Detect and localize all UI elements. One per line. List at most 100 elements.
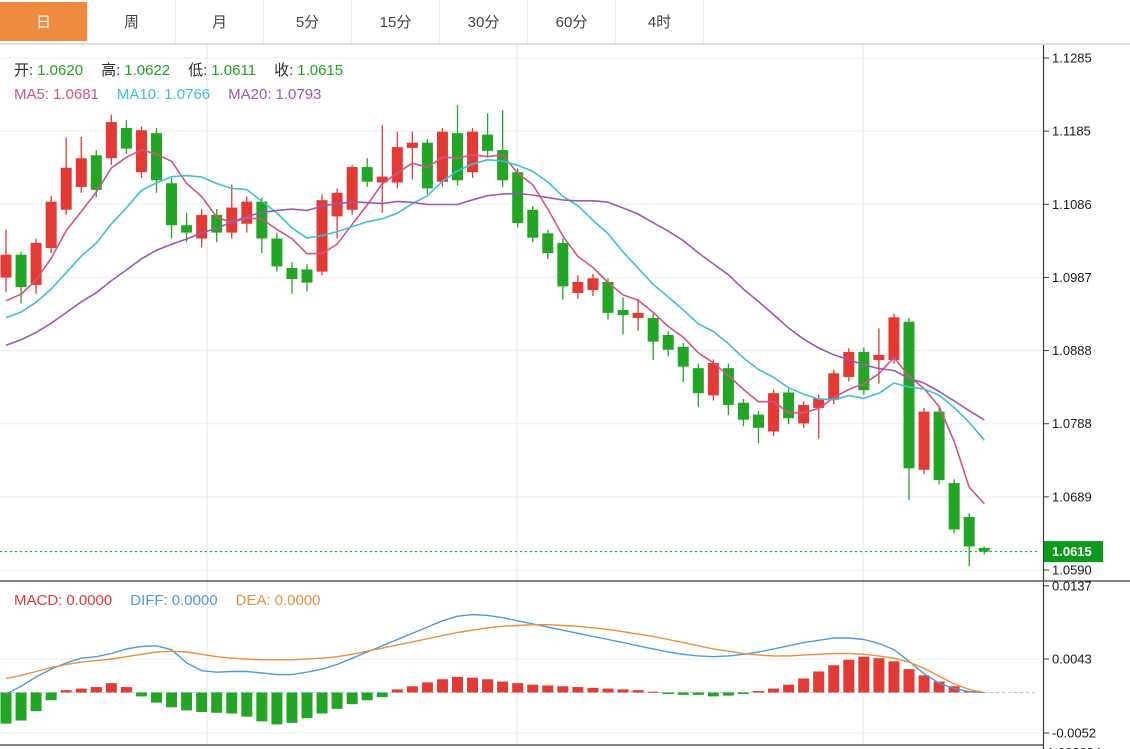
- macd-bar: [376, 692, 388, 698]
- macd-bar: [948, 686, 960, 693]
- macd-legend: MACD: 0.0000 DIFF: 0.0000 DEA: 0.0000: [14, 592, 339, 609]
- candle: [542, 233, 554, 254]
- candle: [873, 354, 885, 361]
- price-axis-label: 1.0788: [1052, 416, 1092, 431]
- macd-bar: [0, 692, 12, 724]
- macd-bar: [15, 692, 27, 721]
- candle: [978, 547, 990, 552]
- candle: [497, 150, 509, 181]
- macd-bar: [406, 686, 418, 693]
- price-axis-label: 1.1086: [1052, 197, 1092, 212]
- legend-item: MA5: 1.0681: [14, 86, 99, 103]
- macd-bar: [918, 675, 930, 693]
- macd-bar: [602, 688, 614, 693]
- candle: [963, 516, 975, 547]
- tab-period-0[interactable]: 日: [0, 0, 88, 43]
- legend-item: MA20: 1.0793: [228, 86, 322, 103]
- candle: [452, 133, 463, 181]
- legend-item: DIFF: 0.0000: [130, 592, 218, 609]
- tab-period-7[interactable]: 4时: [616, 0, 704, 43]
- macd-bar: [421, 682, 433, 693]
- candle: [0, 254, 12, 278]
- legend-item: 收: 1.0615: [274, 62, 344, 79]
- candle: [196, 214, 208, 239]
- candle: [45, 201, 57, 249]
- macd-bar: [828, 665, 840, 693]
- candle: [271, 238, 283, 267]
- candle: [346, 167, 358, 210]
- macd-bar: [768, 688, 780, 693]
- macd-bar: [346, 692, 358, 705]
- period-tab-bar: 日周月 5分 15分 30分 60分 4时: [0, 0, 1130, 44]
- candle: [527, 209, 539, 238]
- candle: [135, 130, 147, 173]
- tab-period-1[interactable]: 周: [88, 0, 176, 43]
- tab-period-4[interactable]: 15分: [352, 0, 440, 43]
- macd-bar: [798, 678, 810, 693]
- candle: [828, 373, 840, 400]
- tab-period-5[interactable]: 30分: [440, 0, 528, 43]
- candle: [256, 201, 268, 239]
- tab-period-2[interactable]: 月: [176, 0, 264, 43]
- macd-bar: [45, 692, 57, 701]
- candle: [361, 167, 373, 182]
- legend-item: MA10: 1.0766: [116, 86, 211, 103]
- tab-period-6[interactable]: 60分: [528, 0, 616, 43]
- macd-bar: [105, 683, 117, 693]
- macd-bar: [436, 679, 448, 693]
- macd-bar: [196, 692, 208, 712]
- macd-bar: [497, 681, 509, 693]
- ma5-line: [5, 149, 985, 505]
- candle: [677, 346, 689, 367]
- macd-bar: [135, 692, 147, 697]
- candle: [181, 225, 193, 233]
- dea-line: [5, 624, 985, 694]
- ma10-line: [5, 159, 985, 441]
- candle: [105, 122, 117, 159]
- candle: [151, 133, 162, 181]
- candle: [406, 142, 418, 148]
- diff-line: [5, 613, 985, 695]
- candle: [783, 392, 795, 419]
- macd-axis-label: 0.0137: [1052, 578, 1092, 593]
- candle: [467, 131, 479, 173]
- macd-bar: [90, 687, 102, 693]
- ma20-line: [5, 192, 985, 421]
- candle: [647, 318, 659, 342]
- macd-bar: [617, 689, 629, 693]
- macd-axis-label: -0.0052: [1052, 726, 1096, 741]
- candle: [903, 321, 915, 469]
- macd-bar: [632, 690, 644, 693]
- current-price-badge-label: 1.0615: [1052, 544, 1092, 559]
- macd-bar: [873, 658, 885, 693]
- candle: [331, 192, 343, 217]
- candle: [632, 312, 644, 319]
- candle: [858, 351, 870, 391]
- legend-item: 开: 1.0620: [14, 62, 84, 79]
- candle: [391, 147, 403, 183]
- candle: [707, 362, 719, 396]
- legend-item: DEA: 0.0000: [235, 592, 321, 609]
- candle: [421, 142, 433, 189]
- macd-axis-label: 0.0043: [1052, 652, 1092, 667]
- tab-period-3[interactable]: 5分: [264, 0, 352, 43]
- macd-bar: [331, 692, 343, 709]
- macd-bar: [301, 692, 313, 719]
- candle: [241, 201, 253, 224]
- macd-bar: [181, 692, 193, 711]
- candle: [376, 176, 388, 183]
- macd-bar: [256, 692, 268, 722]
- candle: [286, 267, 298, 280]
- candle: [737, 402, 749, 420]
- candle: [557, 242, 569, 287]
- macd-bar: [707, 692, 719, 697]
- candle: [15, 254, 27, 288]
- macd-bar: [226, 692, 238, 714]
- macd-bar: [482, 679, 494, 693]
- price-axis-label: 1.0888: [1052, 343, 1092, 358]
- macd-bar: [677, 692, 689, 695]
- macd-bar: [783, 684, 795, 693]
- legend-item: 低: 1.0611: [188, 62, 257, 79]
